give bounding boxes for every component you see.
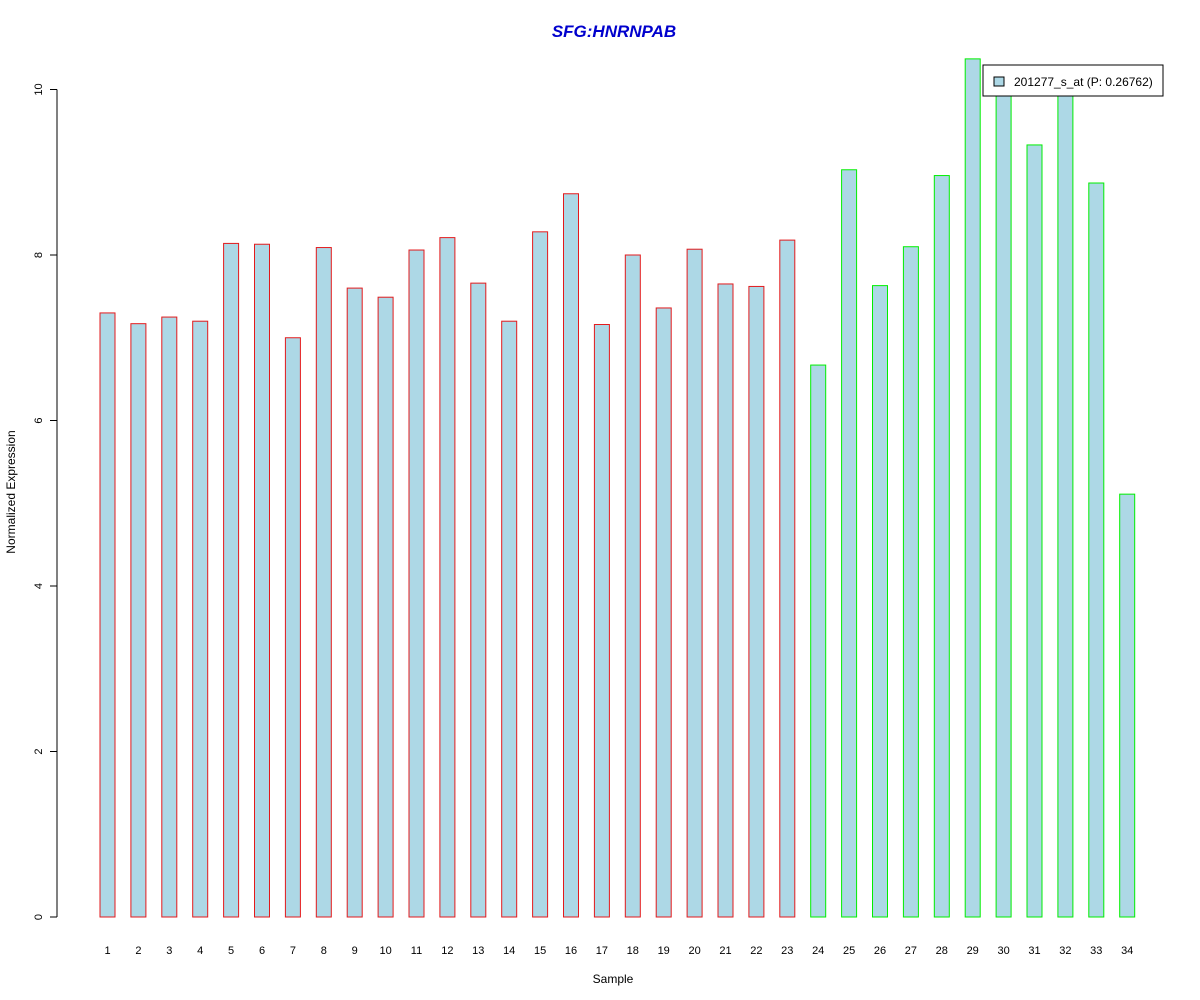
x-tick-label: 8 — [321, 945, 327, 957]
x-tick-label: 2 — [135, 945, 141, 957]
bar-sample-2 — [130, 323, 147, 918]
legend-key — [993, 76, 1005, 87]
bar-sample-18 — [624, 254, 641, 918]
bar-sample-5 — [223, 242, 240, 918]
bar-sample-27 — [902, 246, 919, 918]
bar-sample-24 — [810, 364, 827, 918]
y-axis: 0 2 4 6 8 10 — [33, 83, 58, 920]
bar-sample-19 — [655, 307, 672, 918]
x-tick-label: 1 — [104, 945, 110, 957]
x-tick-label: 26 — [874, 945, 886, 957]
x-tick-label: 4 — [197, 945, 203, 957]
bar-sample-29 — [964, 58, 981, 918]
bar-sample-26 — [872, 285, 888, 918]
x-tick-labels: 1 2 3 4 5 6 7 8 9 10 11 12 13 14 15 16 17 18 19 20 21 22 23 24 2… — [104, 945, 1133, 957]
x-tick-label: 5 — [228, 945, 234, 957]
y-tick-label: 8 — [33, 252, 45, 258]
y-axis-label: Normalized Expression — [4, 430, 18, 553]
bar-sample-30 — [995, 87, 1012, 918]
bar-sample-15 — [532, 231, 549, 918]
bar-sample-7 — [284, 337, 301, 918]
bar-sample-12 — [439, 237, 456, 918]
bar-sample-32 — [1057, 90, 1074, 918]
bar-sample-13 — [470, 282, 487, 918]
x-tick-label: 16 — [565, 945, 577, 957]
x-tick-label: 32 — [1059, 945, 1071, 957]
bar-sample-25 — [841, 169, 858, 918]
x-tick-label: 7 — [290, 945, 296, 957]
legend-label: 201277_s_at (P: 0.26762) — [1014, 75, 1153, 89]
legend-box — [982, 64, 1164, 97]
x-tick-label: 20 — [688, 945, 700, 957]
x-tick-label: 3 — [166, 945, 172, 957]
bar-sample-8 — [315, 247, 332, 918]
y-tick-label: 4 — [33, 583, 45, 589]
bar-sample-21 — [717, 283, 734, 918]
y-tick-label: 10 — [33, 83, 45, 95]
bar-sample-9 — [346, 287, 363, 918]
x-tick-label: 28 — [936, 945, 948, 957]
bar-sample-4 — [192, 320, 209, 918]
x-tick-label: 10 — [379, 945, 391, 957]
x-tick-label: 14 — [503, 945, 515, 957]
bars — [99, 58, 1136, 918]
bar-sample-10 — [377, 296, 394, 918]
x-tick-label: 34 — [1121, 945, 1133, 957]
y-tick-label: 2 — [33, 748, 45, 754]
bar-sample-28 — [933, 175, 950, 918]
x-tick-label: 21 — [719, 945, 731, 957]
bar-sample-20 — [686, 248, 703, 918]
legend: 201277_s_at (P: 0.26762) — [982, 64, 1164, 97]
bar-sample-11 — [408, 249, 425, 918]
x-tick-label: 23 — [781, 945, 793, 957]
x-tick-label: 12 — [441, 945, 453, 957]
x-tick-label: 17 — [596, 945, 608, 957]
x-tick-label: 13 — [472, 945, 484, 957]
y-tick-label: 0 — [33, 914, 45, 920]
bar-sample-17 — [593, 324, 610, 918]
x-tick-label: 15 — [534, 945, 546, 957]
bar-sample-31 — [1026, 144, 1043, 918]
chart-title: SFG:HNRNPAB — [552, 22, 676, 41]
x-tick-label: 33 — [1090, 945, 1102, 957]
bar-sample-33 — [1088, 182, 1105, 918]
bar-sample-16 — [563, 193, 579, 918]
bar-sample-14 — [501, 320, 518, 918]
x-tick-label: 25 — [843, 945, 855, 957]
x-tick-label: 31 — [1028, 945, 1040, 957]
x-tick-label: 27 — [905, 945, 917, 957]
x-tick-label: 19 — [658, 945, 670, 957]
x-axis-label: Sample — [593, 972, 634, 986]
x-tick-label: 29 — [967, 945, 979, 957]
x-tick-label: 24 — [812, 945, 824, 957]
bar-sample-23 — [779, 239, 796, 918]
bar-sample-34 — [1119, 493, 1136, 918]
bar-sample-6 — [254, 243, 270, 918]
x-tick-label: 11 — [411, 945, 422, 957]
bar-sample-1 — [99, 312, 116, 918]
x-tick-label: 18 — [627, 945, 639, 957]
x-tick-label: 9 — [352, 945, 358, 957]
x-tick-label: 22 — [750, 945, 762, 957]
bar-sample-3 — [161, 316, 178, 918]
bar-sample-22 — [748, 285, 765, 918]
x-tick-label: 30 — [997, 945, 1009, 957]
x-tick-label: 6 — [259, 945, 265, 957]
y-tick-label: 6 — [33, 417, 45, 423]
